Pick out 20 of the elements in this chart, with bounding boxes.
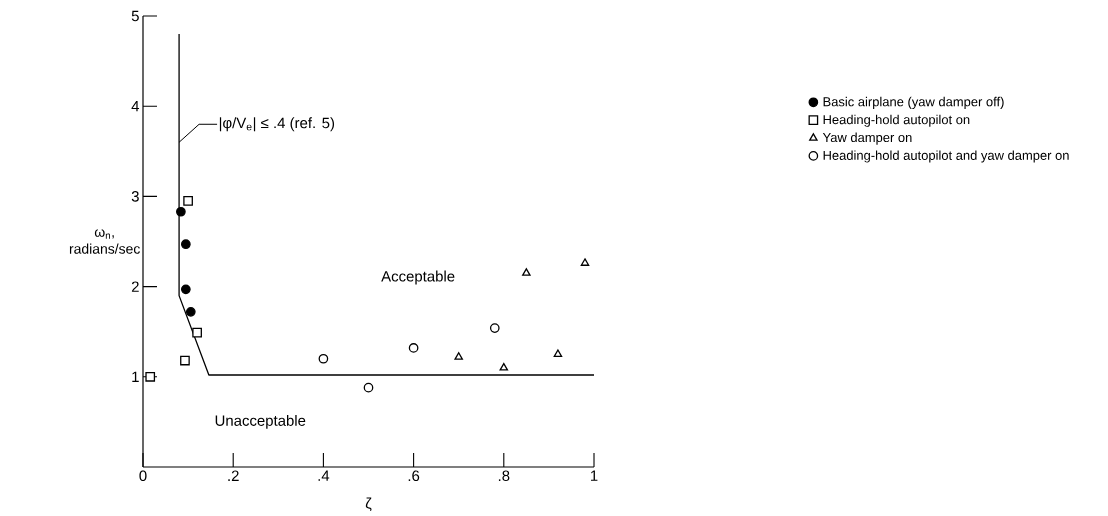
legend-label: Heading-hold autopilot and yaw damper on: [823, 150, 1069, 163]
y-tick-label: 1: [132, 371, 139, 382]
legend-label: Yaw damper on: [822, 132, 912, 145]
legend-label: Basic airplane (yaw damper off): [823, 96, 1004, 109]
legend-label: Heading-hold autopilot on: [823, 114, 970, 127]
y-tick-label: 5: [131, 10, 139, 22]
x-tick-label: .4: [318, 470, 330, 481]
y-tick-label: 4: [131, 101, 140, 112]
x-tick-label: 1: [590, 470, 598, 481]
y-tick-label: 3: [131, 191, 139, 202]
x-tick-label: 0: [139, 470, 147, 482]
y-axis-title: ω$_{n}$, radians/sec: [69, 229, 140, 254]
x-axis-title: ζ: [365, 497, 372, 511]
x-tick-label: .8: [498, 470, 510, 482]
annotation: Unacceptable: [215, 414, 306, 429]
x-tick-label: .2: [228, 470, 239, 481]
y-tick-label: 2: [131, 281, 139, 292]
annotation: |φ/V$_{e}$| ≤ .4 (ref. 5): [219, 117, 335, 132]
x-tick-label: .6: [408, 470, 420, 482]
annotation: Acceptable: [381, 270, 455, 285]
